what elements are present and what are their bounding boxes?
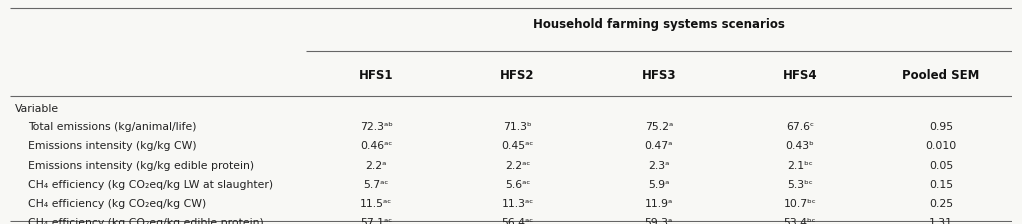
Text: Pooled SEM: Pooled SEM bbox=[902, 69, 980, 82]
Text: 2.2ᵃᶜ: 2.2ᵃᶜ bbox=[505, 161, 530, 170]
Text: HFS4: HFS4 bbox=[783, 69, 818, 82]
Text: Household farming systems scenarios: Household farming systems scenarios bbox=[532, 18, 785, 31]
Text: HFS2: HFS2 bbox=[500, 69, 535, 82]
Text: HFS1: HFS1 bbox=[359, 69, 393, 82]
Text: 0.45ᵃᶜ: 0.45ᵃᶜ bbox=[502, 141, 533, 151]
Text: 57.1ᵃᶜ: 57.1ᵃᶜ bbox=[360, 218, 392, 224]
Text: 0.95: 0.95 bbox=[929, 122, 954, 132]
Text: 5.6ᵃᶜ: 5.6ᵃᶜ bbox=[505, 180, 530, 190]
Text: 5.3ᵇᶜ: 5.3ᵇᶜ bbox=[787, 180, 812, 190]
Text: HFS3: HFS3 bbox=[642, 69, 676, 82]
Text: 11.9ᵃ: 11.9ᵃ bbox=[645, 199, 672, 209]
Text: Emissions intensity (kg/kg CW): Emissions intensity (kg/kg CW) bbox=[29, 141, 197, 151]
Text: CH₄ efficiency (kg CO₂eq/kg edible protein): CH₄ efficiency (kg CO₂eq/kg edible prote… bbox=[29, 218, 264, 224]
Text: 11.5ᵃᶜ: 11.5ᵃᶜ bbox=[360, 199, 392, 209]
Text: 75.2ᵃ: 75.2ᵃ bbox=[645, 122, 672, 132]
Text: 2.2ᵃ: 2.2ᵃ bbox=[366, 161, 387, 170]
Text: Total emissions (kg/animal/life): Total emissions (kg/animal/life) bbox=[29, 122, 197, 132]
Text: 11.3ᵃᶜ: 11.3ᵃᶜ bbox=[502, 199, 533, 209]
Text: 56.4ᵃᶜ: 56.4ᵃᶜ bbox=[502, 218, 533, 224]
Text: 0.25: 0.25 bbox=[929, 199, 954, 209]
Text: 5.9ᵃ: 5.9ᵃ bbox=[648, 180, 669, 190]
Text: 2.1ᵇᶜ: 2.1ᵇᶜ bbox=[787, 161, 812, 170]
Text: 71.3ᵇ: 71.3ᵇ bbox=[503, 122, 531, 132]
Text: 72.3ᵃᵇ: 72.3ᵃᵇ bbox=[360, 122, 392, 132]
Text: 10.7ᵇᶜ: 10.7ᵇᶜ bbox=[784, 199, 817, 209]
Text: CH₄ efficiency (kg CO₂eq/kg LW at slaughter): CH₄ efficiency (kg CO₂eq/kg LW at slaugh… bbox=[29, 180, 273, 190]
Text: 0.15: 0.15 bbox=[929, 180, 954, 190]
Text: 5.7ᵃᶜ: 5.7ᵃᶜ bbox=[364, 180, 389, 190]
Text: CH₄ efficiency (kg CO₂eq/kg CW): CH₄ efficiency (kg CO₂eq/kg CW) bbox=[29, 199, 206, 209]
Text: 0.43ᵇ: 0.43ᵇ bbox=[786, 141, 815, 151]
Text: 0.47ᵃ: 0.47ᵃ bbox=[645, 141, 672, 151]
Text: Emissions intensity (kg/kg edible protein): Emissions intensity (kg/kg edible protei… bbox=[29, 161, 254, 170]
Text: 53.4ᵇᶜ: 53.4ᵇᶜ bbox=[784, 218, 817, 224]
Text: 2.3ᵃ: 2.3ᵃ bbox=[648, 161, 669, 170]
Text: 1.31: 1.31 bbox=[929, 218, 954, 224]
Text: 0.010: 0.010 bbox=[926, 141, 957, 151]
Text: 59.3ᵃ: 59.3ᵃ bbox=[645, 218, 672, 224]
Text: 0.46ᵃᶜ: 0.46ᵃᶜ bbox=[360, 141, 392, 151]
Text: Variable: Variable bbox=[15, 104, 59, 114]
Text: 67.6ᶜ: 67.6ᶜ bbox=[786, 122, 814, 132]
Text: 0.05: 0.05 bbox=[929, 161, 954, 170]
